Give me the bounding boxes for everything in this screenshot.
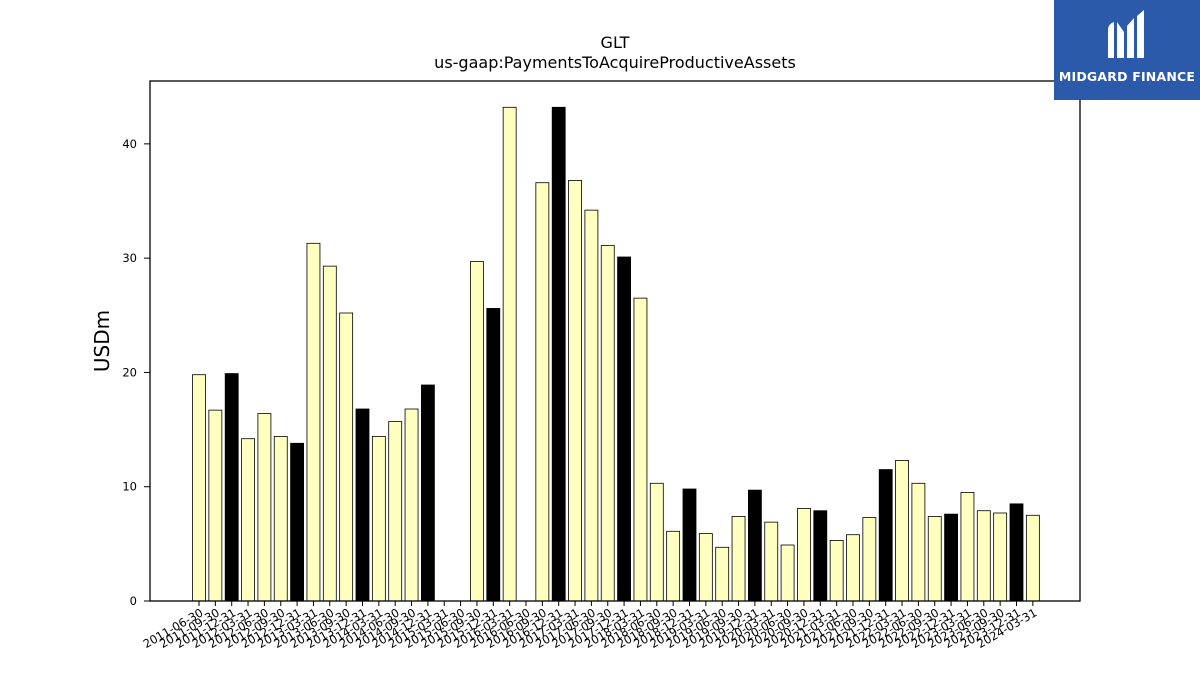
bar-2020-12-31	[813, 510, 828, 602]
bar-2018-06-30	[649, 482, 664, 602]
bar-2014-06-30	[388, 421, 403, 602]
bar-2016-03-31	[502, 106, 517, 602]
chart-title: GLT	[601, 33, 630, 52]
y-axis-label: USDm	[90, 310, 114, 372]
x-axis-ticks: 2011-06-302011-09-302011-12-312012-03-31…	[141, 601, 1039, 651]
bar-2012-06-30	[257, 413, 272, 602]
bar-2020-06-30	[780, 544, 795, 602]
bar-2023-12-31	[1009, 503, 1024, 602]
bar-2021-12-31	[878, 469, 893, 602]
bar-2012-09-30	[273, 436, 288, 602]
bar-2015-12-31	[486, 308, 501, 602]
bar-2023-09-30	[993, 512, 1008, 602]
brand-logo: MIDGARD FINANCE	[1054, 0, 1200, 100]
bar-2022-12-31	[944, 513, 958, 602]
bar-2017-09-30	[600, 245, 615, 602]
bar-2017-12-31	[617, 256, 631, 602]
bar-2018-03-31	[633, 297, 648, 602]
bar-2021-09-30	[862, 517, 877, 602]
bar-2013-06-30	[322, 265, 337, 602]
bar-2019-03-31	[698, 533, 713, 602]
logo-text: MIDGARD FINANCE	[1058, 69, 1196, 84]
bar-2018-09-30	[666, 530, 681, 602]
bar-2017-03-31	[568, 180, 582, 602]
bar-2022-09-30	[927, 516, 942, 602]
bar-2013-09-30	[339, 312, 354, 602]
bar-2011-12-31	[224, 373, 239, 602]
bar-2017-06-30	[584, 209, 599, 602]
bars-layer	[192, 106, 1040, 602]
bar-2012-03-31	[241, 438, 255, 602]
plot-frame	[149, 80, 1081, 602]
bar-2015-09-30	[470, 261, 484, 602]
bar-2013-12-31	[355, 408, 370, 602]
bar-2018-12-31	[682, 488, 697, 602]
y-axis-ticks: 0 10 20 30 40	[122, 137, 150, 608]
bar-2024-03-31	[1025, 514, 1040, 602]
midgard-logo-icon	[1108, 10, 1144, 58]
y-tick-label: 10	[122, 480, 137, 494]
bar-2013-03-31	[306, 242, 321, 602]
bar-2023-06-30	[976, 510, 991, 602]
bar-2016-09-30	[535, 182, 550, 602]
bar-2019-06-30	[715, 546, 730, 602]
bar-2022-03-31	[895, 460, 909, 602]
bar-2014-03-31	[371, 436, 386, 602]
bar-2021-03-31	[829, 540, 844, 602]
y-tick-label: 30	[122, 251, 137, 265]
y-tick-label: 0	[130, 594, 137, 608]
bar-2019-12-31	[748, 489, 762, 602]
y-tick-label: 20	[122, 365, 137, 379]
bar-2011-09-30	[208, 409, 223, 602]
bar-2021-06-30	[846, 534, 860, 602]
bar-2014-09-30	[404, 408, 419, 602]
chart-subtitle: us-gaap:PaymentsToAcquireProductiveAsset…	[434, 53, 796, 72]
bar-2014-12-31	[420, 384, 435, 602]
y-tick-label: 40	[122, 137, 137, 151]
bar-2016-12-31	[551, 106, 566, 602]
bar-2022-06-30	[911, 482, 926, 602]
bar-2020-09-30	[797, 508, 811, 602]
bar-2023-03-31	[960, 492, 975, 602]
bar-2012-12-31	[290, 442, 305, 602]
bar-2019-09-30	[731, 516, 746, 602]
bar-2011-06-30	[192, 374, 206, 602]
bar-2020-03-31	[764, 521, 779, 602]
